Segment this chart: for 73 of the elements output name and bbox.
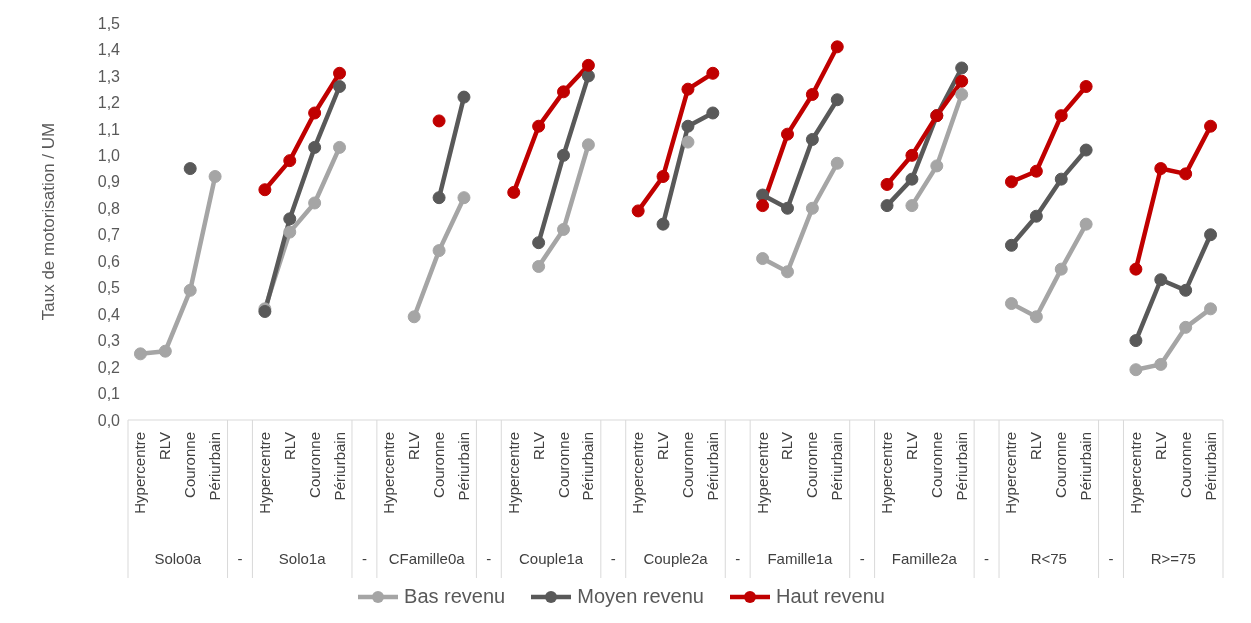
x-tick-label: Couronne [803, 432, 821, 498]
text: Solo0a [154, 550, 202, 567]
x-tick-label: Hypercentre [753, 432, 771, 514]
x-tick-label: Périurbain [454, 432, 472, 501]
x-tick-label: Couronne [181, 432, 199, 498]
legend-label: Haut revenu [775, 585, 885, 608]
x-tick-label: Périurbain [579, 432, 597, 501]
text: R<75 [1030, 550, 1067, 567]
x-tick-label: Couronne [305, 432, 323, 498]
text: - [735, 550, 741, 567]
y-tick-label: 0,9 [97, 173, 121, 191]
y-tick-label: 1,5 [97, 14, 121, 32]
y-tick-label: 0,4 [97, 305, 121, 323]
x-tick-label: RLV [405, 432, 423, 461]
legend-label: Bas revenu [404, 585, 506, 608]
x-tick-label: Couronne [1176, 432, 1194, 498]
text: - [361, 550, 367, 567]
text: R>=75 [1150, 550, 1196, 567]
x-tick-label: Hypercentre [504, 432, 522, 514]
x-tick-label: RLV [1151, 432, 1169, 461]
x-tick-label: Couronne [554, 432, 572, 498]
x-tick-label: Couronne [678, 432, 696, 498]
text: Famille2a [891, 550, 958, 567]
x-tick-label: Hypercentre [380, 432, 398, 514]
x-tick-label: Périurbain [206, 432, 224, 501]
x-tick-label: Hypercentre [1002, 432, 1020, 514]
text: - [610, 550, 616, 567]
text: - [1108, 550, 1114, 567]
x-tick-label: RLV [654, 432, 672, 461]
y-tick-label: 1,2 [97, 94, 121, 112]
x-tick-label: Couronne [927, 432, 945, 498]
y-tick-label: 0,7 [97, 226, 121, 244]
x-tick-label: Hypercentre [1126, 432, 1144, 514]
y-tick-label: 0,8 [97, 199, 121, 217]
x-tick-label: Couronne [1052, 432, 1070, 498]
y-tick-label: 0,2 [97, 358, 121, 376]
text: Solo1a [278, 550, 327, 567]
x-tick-label: RLV [778, 432, 796, 461]
y-tick-label: 1,3 [97, 67, 121, 85]
y-axis-title: Taux de motorisation / UM [39, 122, 59, 321]
text: Couple1a [518, 550, 584, 567]
x-tick-label: Périurbain [828, 432, 846, 501]
y-tick-label: 1,0 [97, 147, 121, 165]
text: CFamille0a [388, 550, 466, 567]
x-tick-label: Hypercentre [131, 432, 149, 514]
text: Couple2a [643, 550, 709, 567]
x-tick-label: Hypercentre [878, 432, 896, 514]
x-tick-label: RLV [280, 432, 298, 461]
x-tick-label: Périurbain [952, 432, 970, 501]
x-tick-label: Hypercentre [255, 432, 273, 514]
text: - [486, 550, 492, 567]
y-tick-label: 0,5 [97, 279, 121, 297]
x-tick-label: Couronne [430, 432, 448, 498]
x-tick-label: Périurbain [703, 432, 721, 501]
y-tick-label: 0,6 [97, 252, 121, 270]
y-tick-label: 0,3 [97, 332, 121, 350]
x-tick-label: RLV [156, 432, 174, 461]
text: - [984, 550, 990, 567]
x-tick-label: Périurbain [330, 432, 348, 501]
y-tick-label: 1,1 [97, 120, 121, 138]
x-tick-label: Périurbain [1201, 432, 1219, 501]
x-tick-label: Hypercentre [629, 432, 647, 514]
text: - [237, 550, 243, 567]
legend-label: Moyen revenu [577, 585, 704, 608]
x-tick-label: Périurbain [1077, 432, 1095, 501]
x-tick-label: RLV [1027, 432, 1045, 461]
y-tick-label: 0,0 [97, 411, 121, 429]
text: - [859, 550, 865, 567]
x-tick-label: RLV [529, 432, 547, 461]
x-tick-label: RLV [902, 432, 920, 461]
text: Famille1a [767, 550, 834, 567]
y-tick-label: 0,1 [97, 385, 121, 403]
y-tick-label: 1,4 [97, 41, 121, 59]
